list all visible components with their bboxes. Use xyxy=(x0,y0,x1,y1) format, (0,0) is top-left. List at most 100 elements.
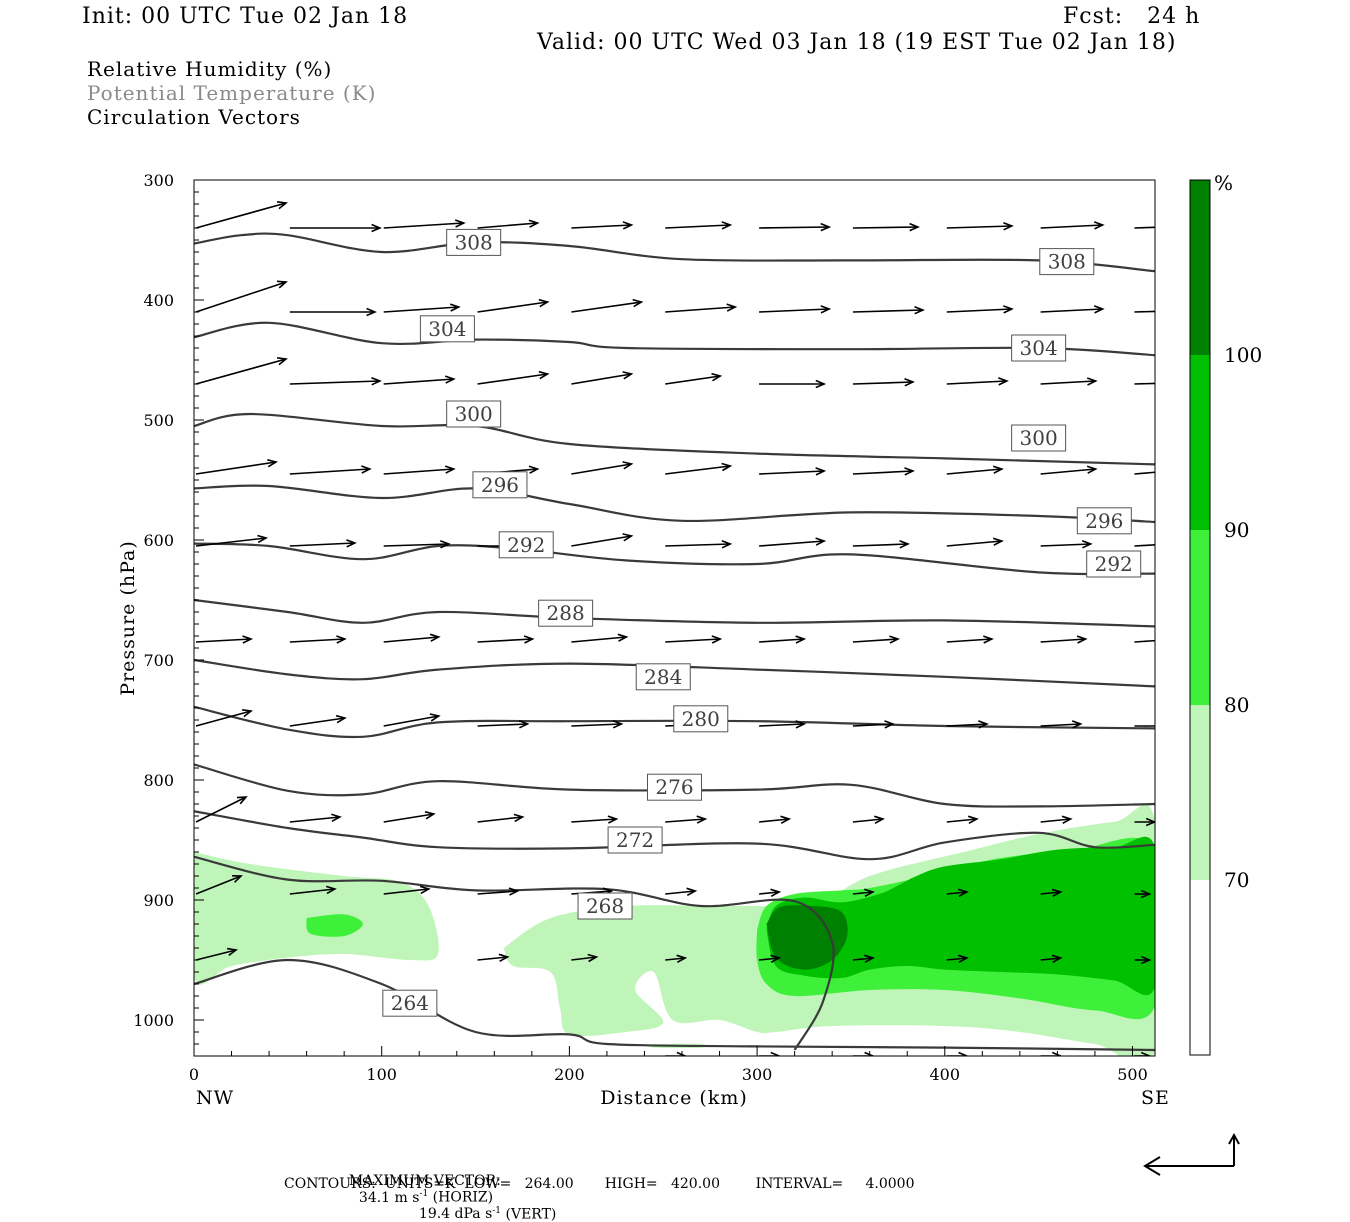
theta-contour-300 xyxy=(194,412,1155,466)
svg-text:308: 308 xyxy=(1048,250,1086,274)
circulation-vector xyxy=(383,713,441,727)
circulation-vector xyxy=(665,462,733,475)
circulation-vector xyxy=(195,796,248,823)
circulation-vector xyxy=(195,534,269,547)
circulation-vector xyxy=(383,375,456,385)
theta-contour-308 xyxy=(194,232,1155,273)
circulation-vector xyxy=(852,1051,875,1056)
theta-contour-label: 292 xyxy=(498,531,554,559)
svg-text:276: 276 xyxy=(655,775,693,799)
circulation-vector xyxy=(759,537,827,547)
circulation-vector xyxy=(852,635,900,644)
svg-text:300: 300 xyxy=(1020,426,1058,450)
circulation-vector xyxy=(665,815,708,824)
circulation-vector xyxy=(1040,954,1063,964)
circulation-vector xyxy=(383,885,431,895)
svg-text:292: 292 xyxy=(1095,552,1133,576)
y-tick-label: 300 xyxy=(143,171,174,190)
y-tick-label: 800 xyxy=(143,771,174,790)
colorbar-segment xyxy=(1190,705,1210,880)
circulation-vector xyxy=(946,465,1004,475)
x-tick-label: 0 xyxy=(189,1065,199,1084)
circulation-vector xyxy=(759,888,782,898)
colorbar-segment xyxy=(1190,180,1210,355)
theta-contour-label: 304 xyxy=(1011,334,1067,362)
svg-text:304: 304 xyxy=(1020,336,1058,360)
colorbar-segment xyxy=(1190,880,1210,1055)
circulation-vector xyxy=(1040,221,1105,230)
circulation-vector xyxy=(383,303,461,313)
theta-contour-284 xyxy=(194,658,1155,688)
circulation-vector xyxy=(195,201,288,229)
circulation-vector xyxy=(383,811,436,823)
theta-contour-label: 292 xyxy=(1086,550,1142,578)
circulation-vector xyxy=(571,461,634,475)
circulation-vector xyxy=(1040,305,1105,314)
circulation-vector xyxy=(383,465,456,475)
circulation-vector xyxy=(477,720,530,729)
theta-contour-label: 280 xyxy=(673,705,729,733)
circulation-vector xyxy=(289,635,347,644)
circulation-vector xyxy=(759,467,827,476)
circulation-vector xyxy=(1134,226,1155,229)
circulation-vector xyxy=(195,459,279,475)
colorbar-segment xyxy=(1190,355,1210,530)
theta-contour-label: 276 xyxy=(647,773,702,801)
circulation-vector xyxy=(852,720,895,729)
circulation-vector xyxy=(665,954,688,964)
rh-90-100-region xyxy=(766,836,1155,996)
circulation-vector xyxy=(665,221,733,230)
circulation-vector xyxy=(195,635,254,644)
theta-contour-label: 296 xyxy=(1076,507,1132,535)
circulation-vector xyxy=(1134,310,1155,313)
theta-contour-label: 296 xyxy=(472,471,528,499)
x-tick-label: 100 xyxy=(366,1065,397,1084)
colorbar-segment xyxy=(1190,530,1210,705)
circulation-vector xyxy=(852,815,885,825)
svg-text:304: 304 xyxy=(428,317,466,341)
circulation-vector xyxy=(195,875,243,895)
circulation-vector xyxy=(195,357,288,385)
circulation-vector xyxy=(852,467,915,476)
x-tick-label: 500 xyxy=(1117,1065,1148,1084)
circulation-vector xyxy=(665,303,738,313)
y-tick-label: 500 xyxy=(143,411,174,430)
circulation-vector xyxy=(571,533,634,547)
x-tick-label: 300 xyxy=(742,1065,773,1084)
circulation-vector xyxy=(759,954,782,964)
colorbar-tick-label: 80 xyxy=(1224,693,1249,717)
rh-80-90-region xyxy=(306,914,363,937)
circulation-vector xyxy=(477,813,525,823)
circulation-vector xyxy=(852,888,875,898)
circulation-vector xyxy=(1040,635,1088,644)
circulation-vector xyxy=(946,1051,969,1056)
circulation-vector xyxy=(289,307,377,317)
rh-100-region xyxy=(766,905,848,970)
theta-contour-label: 264 xyxy=(382,989,438,1017)
circulation-vector xyxy=(571,953,599,963)
circulation-vector xyxy=(1134,544,1155,547)
circulation-vector xyxy=(852,305,925,315)
circulation-vector xyxy=(289,714,347,727)
x-end-label-left: NW xyxy=(196,1087,234,1109)
circulation-vector xyxy=(383,540,451,549)
circulation-vector xyxy=(1134,471,1155,475)
vert-max: 19.4 dPa s xyxy=(418,1206,493,1222)
circulation-vector xyxy=(195,947,238,961)
circulation-vector xyxy=(946,537,1004,547)
circulation-vector xyxy=(946,888,969,898)
circulation-vector xyxy=(759,635,807,644)
circulation-vector xyxy=(665,1051,688,1056)
svg-text:296: 296 xyxy=(1085,509,1123,533)
valid-time: Valid: 00 UTC Wed 03 Jan 18 (19 EST Tue … xyxy=(537,30,1177,55)
circulation-vector xyxy=(289,223,382,233)
circulation-vector xyxy=(477,298,550,313)
circulation-vector xyxy=(946,815,979,825)
theta-contour-label: 288 xyxy=(538,599,594,627)
circulation-vector xyxy=(1040,377,1098,386)
theta-contour-label: 308 xyxy=(1039,248,1095,276)
theta-contour-296 xyxy=(194,484,1155,524)
svg-text:292: 292 xyxy=(507,533,545,557)
theta-contour-label: 308 xyxy=(446,228,502,256)
